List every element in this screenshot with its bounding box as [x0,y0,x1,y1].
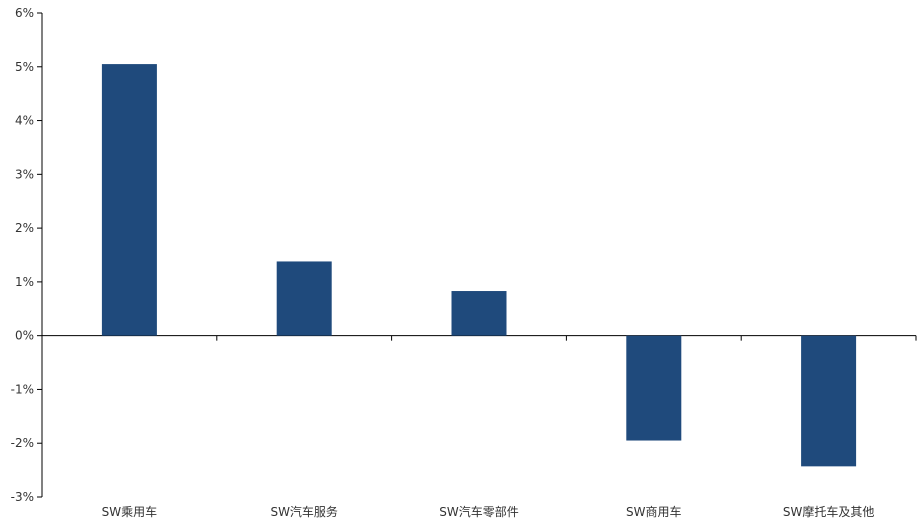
y-axis: -3% -2% -1% 0% 1% 2% 3% 4% 5% 6% [11,6,43,504]
bars [101,64,857,467]
x-tick-label: SW汽车服务 [270,504,337,519]
y-tick-label: 0% [15,329,34,343]
y-tick-label: 4% [15,114,34,128]
y-tick-label: 1% [15,275,34,289]
bar [276,261,332,336]
y-tick-label: 2% [15,221,34,235]
bar [101,64,157,336]
y-tick-label: -3% [11,490,34,504]
y-tick-label: 5% [15,60,34,74]
y-tick-label: -1% [11,382,34,396]
bar [801,335,857,467]
x-tick-label: SW摩托车及其他 [783,504,874,519]
x-tick-label: SW汽车零部件 [439,504,518,519]
y-tick-label: 3% [15,167,34,181]
y-tick-label: -2% [11,436,34,450]
bar [626,335,682,441]
bar [451,291,507,336]
y-tick-label: 6% [15,6,34,20]
x-tick-label: SW乘用车 [102,504,157,519]
x-tick-label: SW商用车 [626,504,681,519]
x-axis [42,335,917,341]
category-labels: SW乘用车 SW汽车服务 SW汽车零部件 SW商用车 SW摩托车及其他 [102,504,875,519]
